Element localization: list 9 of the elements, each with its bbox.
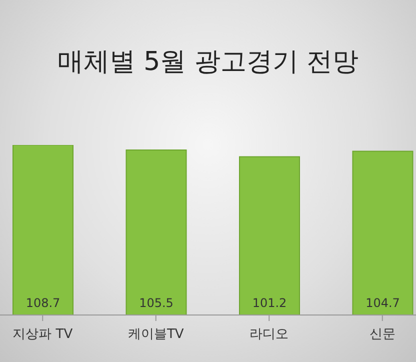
data-label: 108.7 xyxy=(26,296,60,310)
x-tick-label: 케이블TV xyxy=(128,327,184,342)
chart-title: 매체별 5월 광고경기 전망 xyxy=(56,46,360,79)
x-tick-label: 라디오 xyxy=(250,327,289,342)
data-label: 105.5 xyxy=(139,296,174,310)
data-label: 104.7 xyxy=(366,296,400,310)
data-label: 101.2 xyxy=(252,296,287,310)
x-tick-label: 신문 xyxy=(369,327,396,342)
x-tick-label: 지상파 TV xyxy=(12,327,73,342)
